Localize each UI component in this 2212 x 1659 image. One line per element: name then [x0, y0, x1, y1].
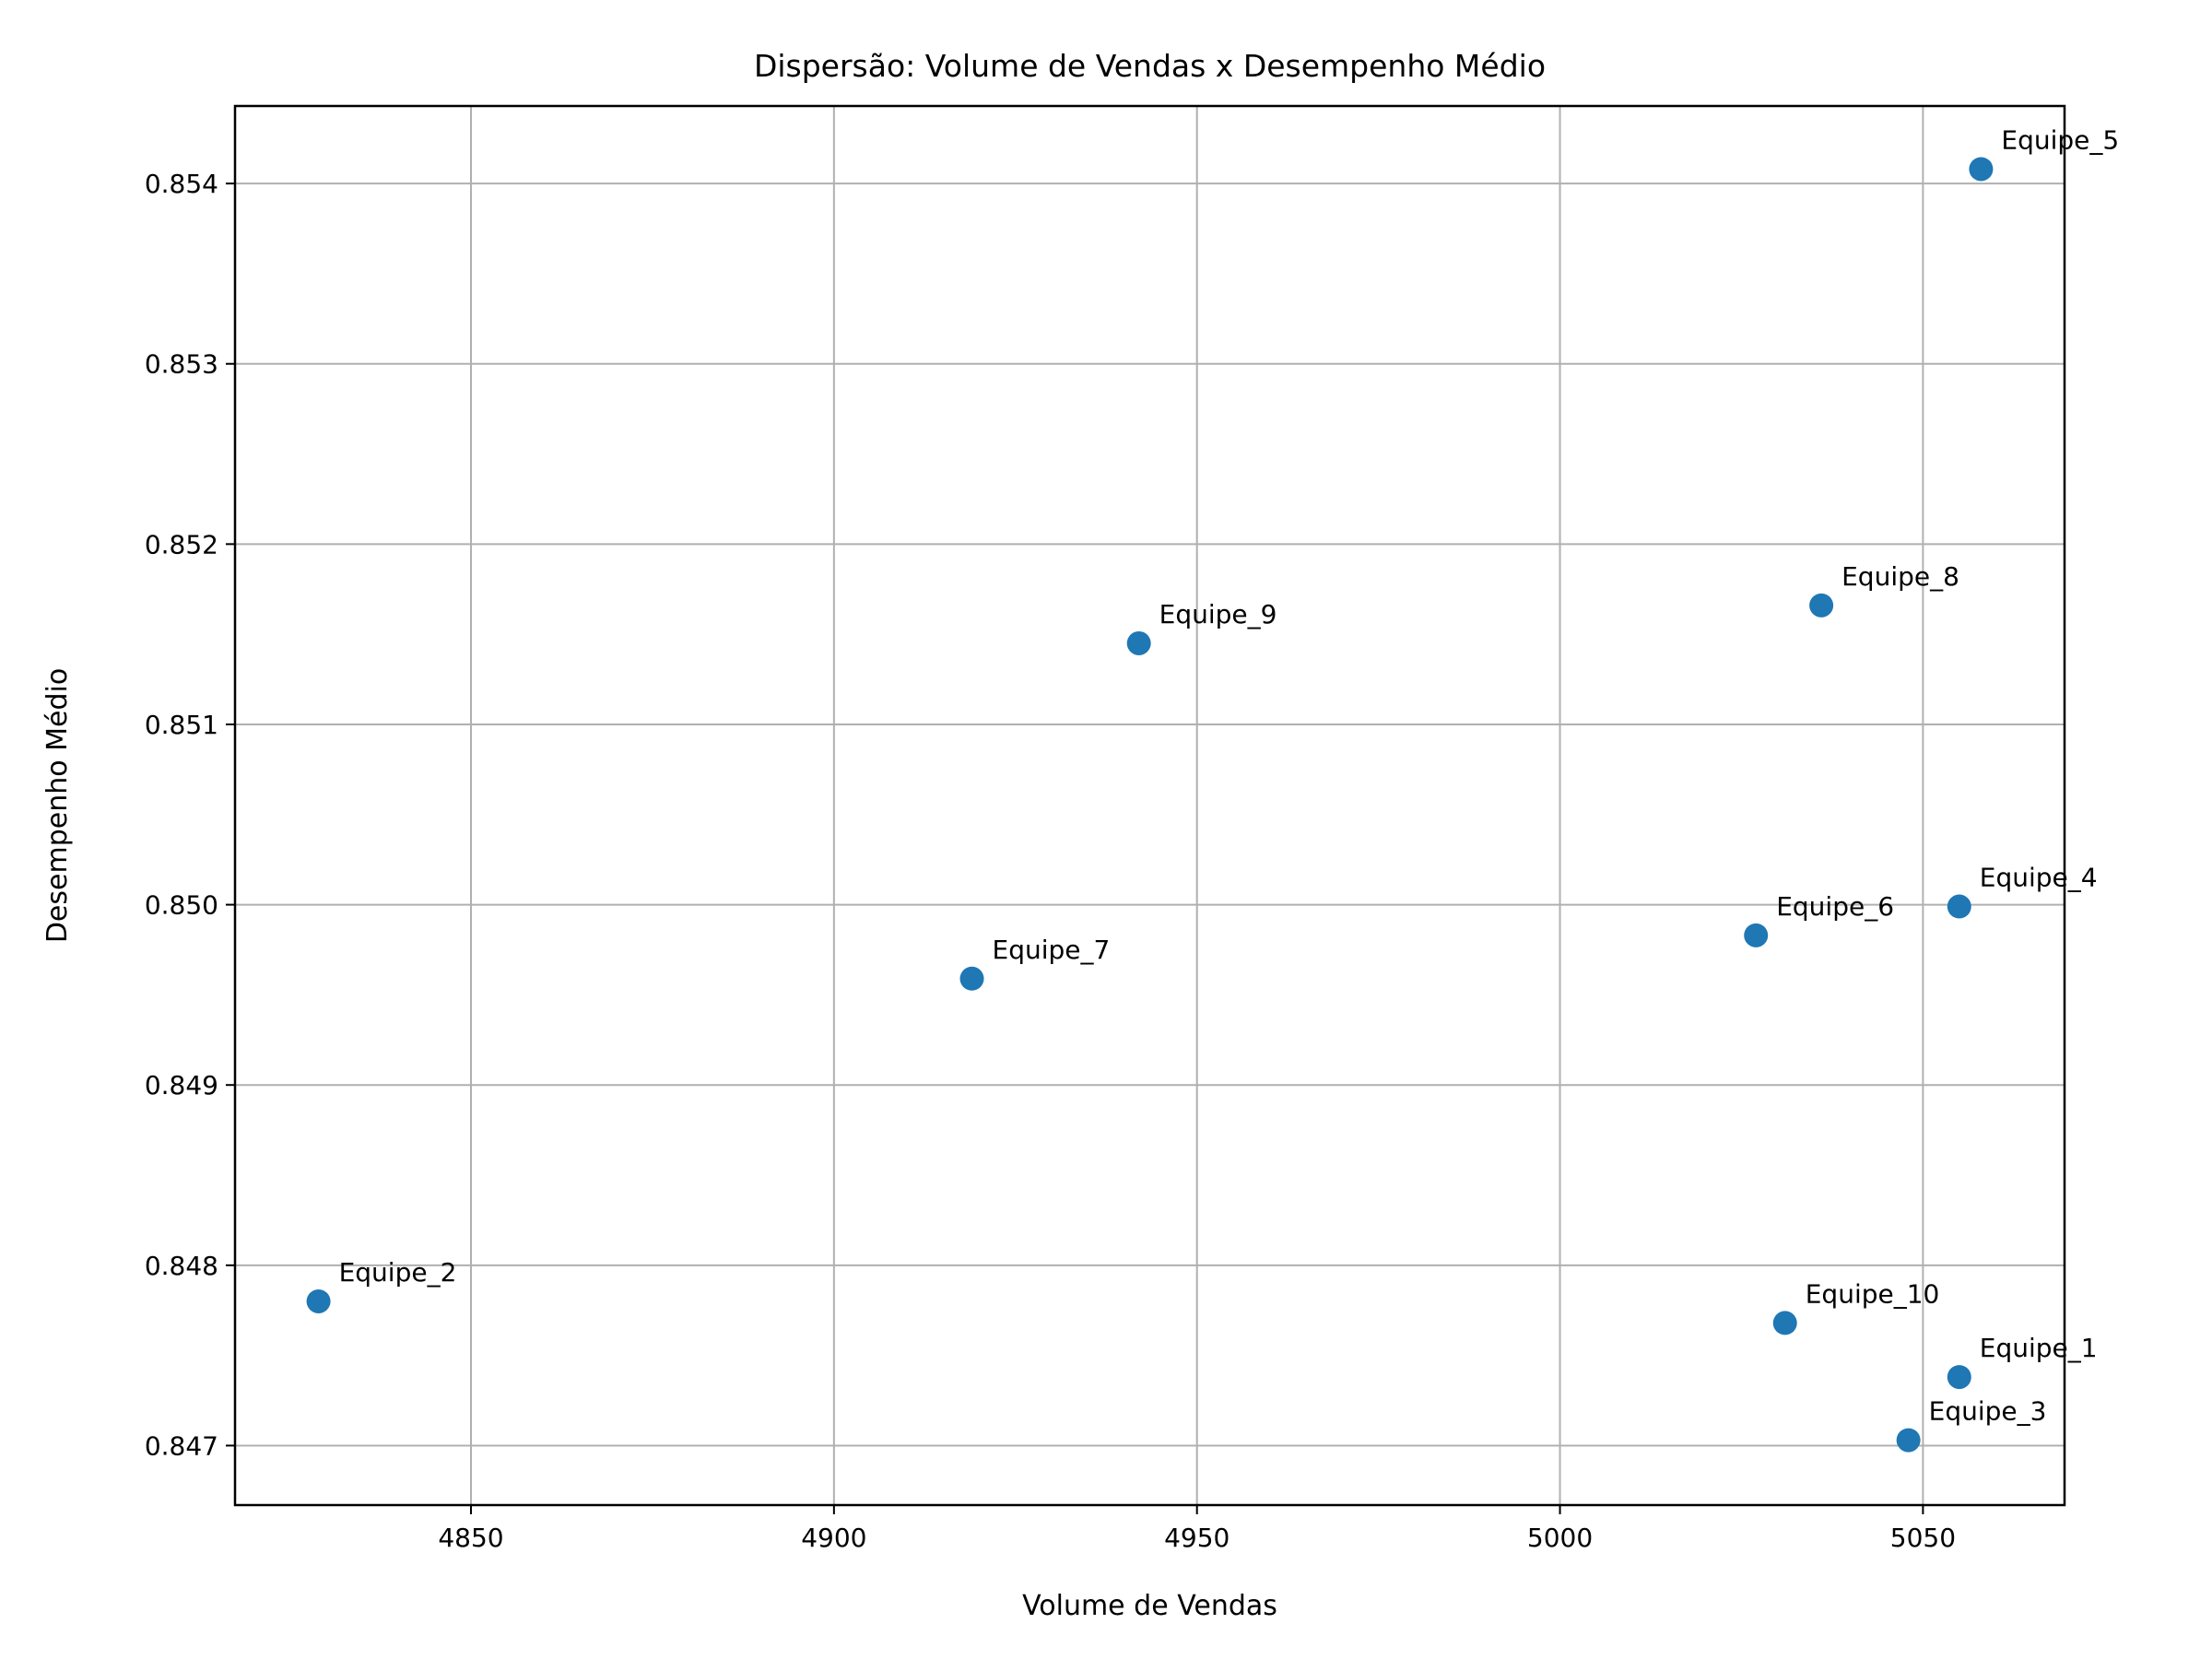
- x-axis-label: Volume de Vendas: [1022, 1590, 1277, 1622]
- data-point: [306, 1288, 331, 1313]
- data-point: [1744, 923, 1769, 947]
- data-point: [1947, 894, 1971, 919]
- data-point: [1947, 1365, 1971, 1390]
- x-tick-label: 5000: [1527, 1523, 1593, 1553]
- point-labels: Equipe_1 Equipe_2 Equipe_3 Equipe_4 Equipe_5…: [339, 124, 2120, 1426]
- x-tick-label: 4900: [801, 1523, 866, 1553]
- point-label: Equipe_5: [2001, 124, 2119, 155]
- point-label: Equipe_3: [1929, 1396, 2047, 1427]
- y-tick-label: 0.849: [145, 1070, 218, 1100]
- y-tick-label: 0.850: [145, 890, 218, 921]
- plot-frame: [233, 104, 2066, 1507]
- data-point: [1809, 593, 1834, 618]
- point-label: Equipe_10: [1806, 1278, 1940, 1309]
- y-tick-label: 0.851: [145, 710, 218, 740]
- y-tick-label: 0.852: [145, 529, 218, 559]
- y-tick-label: 0.848: [145, 1251, 218, 1281]
- data-point: [1126, 630, 1151, 655]
- grid: [235, 106, 2065, 1505]
- x-tick-label: 4950: [1164, 1523, 1230, 1553]
- data-point: [1896, 1428, 1921, 1453]
- y-tick-label: 0.853: [145, 349, 218, 380]
- x-tick-label: 5050: [1890, 1523, 1956, 1553]
- x-tick-label: 4850: [438, 1523, 503, 1553]
- point-label: Equipe_4: [1980, 863, 2098, 893]
- y-tick-label: 0.854: [145, 169, 218, 199]
- chart-title: Dispersão: Volume de Vendas x Desempenho…: [754, 48, 1546, 84]
- data-points: [306, 157, 1994, 1453]
- point-label: Equipe_1: [1980, 1333, 2098, 1363]
- axis-ticks: 4850 4900 4950 5000 5050 0.847 0.848 0.849 0.850…: [145, 169, 1956, 1553]
- point-label: Equipe_9: [1159, 599, 1277, 629]
- point-label: Equipe_8: [1841, 561, 1959, 592]
- y-axis-label: Desempenho Médio: [41, 668, 74, 943]
- point-label: Equipe_2: [339, 1257, 457, 1288]
- data-point: [959, 966, 984, 991]
- y-tick-label: 0.847: [145, 1430, 218, 1461]
- point-label: Equipe_7: [993, 935, 1111, 965]
- data-point: [1969, 157, 1994, 182]
- point-label: Equipe_6: [1776, 891, 1894, 922]
- data-point: [1772, 1311, 1797, 1335]
